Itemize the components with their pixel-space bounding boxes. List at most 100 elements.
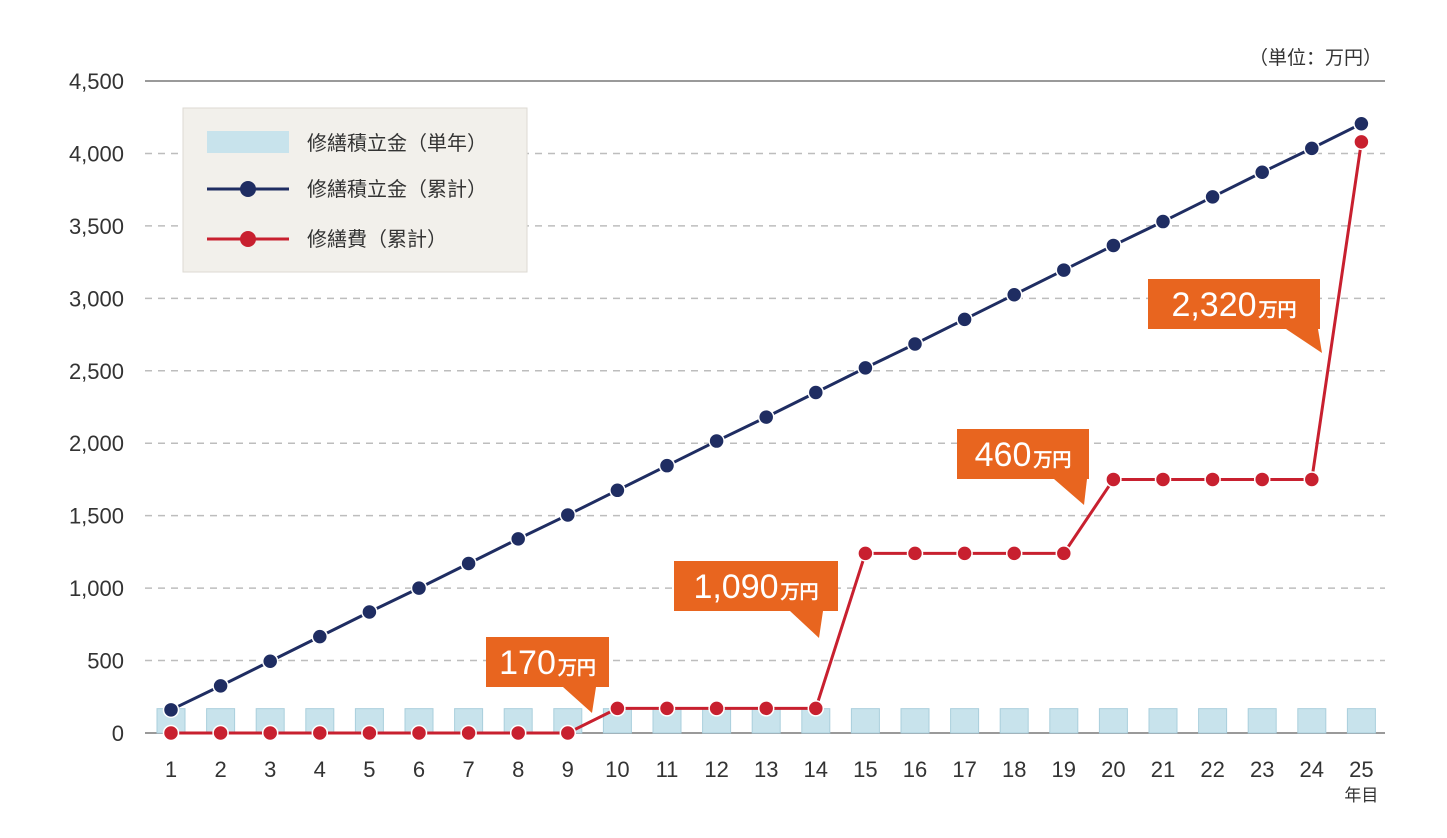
callout-unit: 万円 bbox=[780, 581, 819, 603]
x-tick-label: 21 bbox=[1151, 757, 1175, 782]
bar bbox=[751, 708, 781, 734]
bar bbox=[1098, 708, 1128, 734]
data-point bbox=[807, 384, 825, 401]
legend: 修繕積立金（単年） 修繕積立金（累計） 修繕費（累計） bbox=[182, 107, 528, 273]
callout-pointer bbox=[790, 611, 823, 638]
bar bbox=[1297, 708, 1327, 734]
data-point bbox=[757, 408, 775, 426]
grid-lines bbox=[145, 80, 1385, 734]
x-axis: 1 2 3 4 5 6 7 8 9 10 11 12 13 14 15 16 17 18 19 20 21 22 23 24 2… bbox=[165, 757, 1374, 782]
data-point bbox=[509, 530, 527, 548]
data-point bbox=[1353, 115, 1370, 132]
y-tick-label: 2,000 bbox=[69, 431, 124, 456]
data-point bbox=[708, 700, 725, 717]
x-tick-label: 7 bbox=[462, 757, 474, 782]
data-point bbox=[609, 482, 626, 499]
data-point bbox=[410, 724, 428, 742]
x-tick-label: 1 bbox=[165, 757, 177, 782]
x-tick-label: 2 bbox=[214, 757, 226, 782]
x-axis-suffix-label: 年目 bbox=[1344, 786, 1378, 806]
x-tick-label: 12 bbox=[704, 757, 728, 782]
x-tick-label: 23 bbox=[1250, 757, 1274, 782]
data-point bbox=[1253, 471, 1271, 488]
data-point bbox=[1154, 213, 1172, 230]
y-axis: 0 500 1,000 1,500 2,000 2,500 3,000 3,500 4,000 4… bbox=[69, 69, 124, 746]
x-tick-label: 9 bbox=[562, 757, 574, 782]
data-point bbox=[1353, 133, 1370, 151]
data-point bbox=[559, 724, 577, 742]
callout-box bbox=[674, 561, 838, 611]
data-point bbox=[559, 506, 577, 524]
x-tick-label: 18 bbox=[1002, 757, 1026, 782]
y-tick-label: 4,000 bbox=[69, 141, 124, 166]
x-tick-label: 20 bbox=[1101, 757, 1125, 782]
legend-swatch-marker bbox=[240, 181, 256, 197]
data-point bbox=[311, 628, 329, 645]
x-tick-label: 10 bbox=[605, 757, 629, 782]
data-point bbox=[1005, 286, 1023, 303]
y-tick-label: 4,500 bbox=[69, 69, 124, 94]
x-tick-label: 3 bbox=[264, 757, 276, 782]
x-tick-label: 5 bbox=[363, 757, 375, 782]
bar bbox=[1346, 708, 1376, 734]
data-point bbox=[956, 545, 973, 562]
x-tick-label: 4 bbox=[314, 757, 326, 782]
bar bbox=[900, 708, 930, 734]
callout-unit: 万円 bbox=[1032, 449, 1071, 471]
data-point bbox=[261, 724, 279, 742]
bar bbox=[999, 708, 1029, 734]
callout-pointer bbox=[1286, 329, 1322, 353]
callout-box bbox=[1148, 279, 1320, 329]
data-point bbox=[212, 677, 229, 695]
x-tick-label: 24 bbox=[1300, 757, 1324, 782]
data-point bbox=[361, 724, 378, 742]
legend-label: 修繕積立金（単年） bbox=[307, 131, 487, 155]
data-point bbox=[1005, 545, 1023, 562]
bar bbox=[950, 708, 980, 734]
data-point bbox=[460, 555, 477, 572]
data-point bbox=[410, 579, 428, 597]
data-point bbox=[708, 432, 725, 450]
data-point bbox=[311, 724, 329, 742]
x-tick-label: 13 bbox=[754, 757, 778, 782]
callout-box bbox=[957, 429, 1089, 479]
y-tick-label: 1,500 bbox=[69, 504, 124, 529]
data-point bbox=[162, 724, 180, 742]
legend-swatch-marker bbox=[240, 231, 256, 247]
x-tick-label: 15 bbox=[853, 757, 877, 782]
data-point bbox=[857, 359, 874, 377]
data-point bbox=[1253, 164, 1271, 181]
callout-value: 460 万円 bbox=[975, 436, 1072, 474]
data-point bbox=[1105, 237, 1122, 254]
y-tick-label: 2,500 bbox=[69, 359, 124, 384]
bar bbox=[1198, 708, 1228, 734]
callout-pointer bbox=[563, 687, 596, 713]
y-tick-label: 500 bbox=[87, 649, 124, 674]
data-point bbox=[757, 700, 775, 717]
x-tick-label: 8 bbox=[512, 757, 524, 782]
x-tick-label: 6 bbox=[413, 757, 425, 782]
bar-series bbox=[156, 708, 1376, 734]
y-tick-label: 0 bbox=[112, 721, 124, 746]
data-point bbox=[1105, 471, 1122, 488]
data-point bbox=[361, 603, 378, 621]
x-tick-label: 17 bbox=[952, 757, 976, 782]
unit-label: （単位：万円） bbox=[1249, 47, 1382, 69]
y-tick-label: 1,000 bbox=[69, 576, 124, 601]
data-point bbox=[807, 700, 825, 717]
x-tick-label: 19 bbox=[1052, 757, 1076, 782]
data-point bbox=[1204, 188, 1221, 206]
data-point bbox=[906, 335, 924, 353]
legend-label: 修繕積立金（累計） bbox=[307, 177, 487, 201]
callout-pointer bbox=[1054, 479, 1087, 505]
data-point bbox=[1303, 471, 1321, 488]
bar bbox=[850, 708, 880, 734]
legend-label: 修繕費（累計） bbox=[307, 227, 447, 251]
data-point bbox=[1154, 471, 1172, 488]
x-tick-label: 25 bbox=[1349, 757, 1373, 782]
callout-unit: 万円 bbox=[1258, 299, 1297, 321]
data-point bbox=[857, 545, 874, 562]
data-point bbox=[1055, 261, 1073, 279]
